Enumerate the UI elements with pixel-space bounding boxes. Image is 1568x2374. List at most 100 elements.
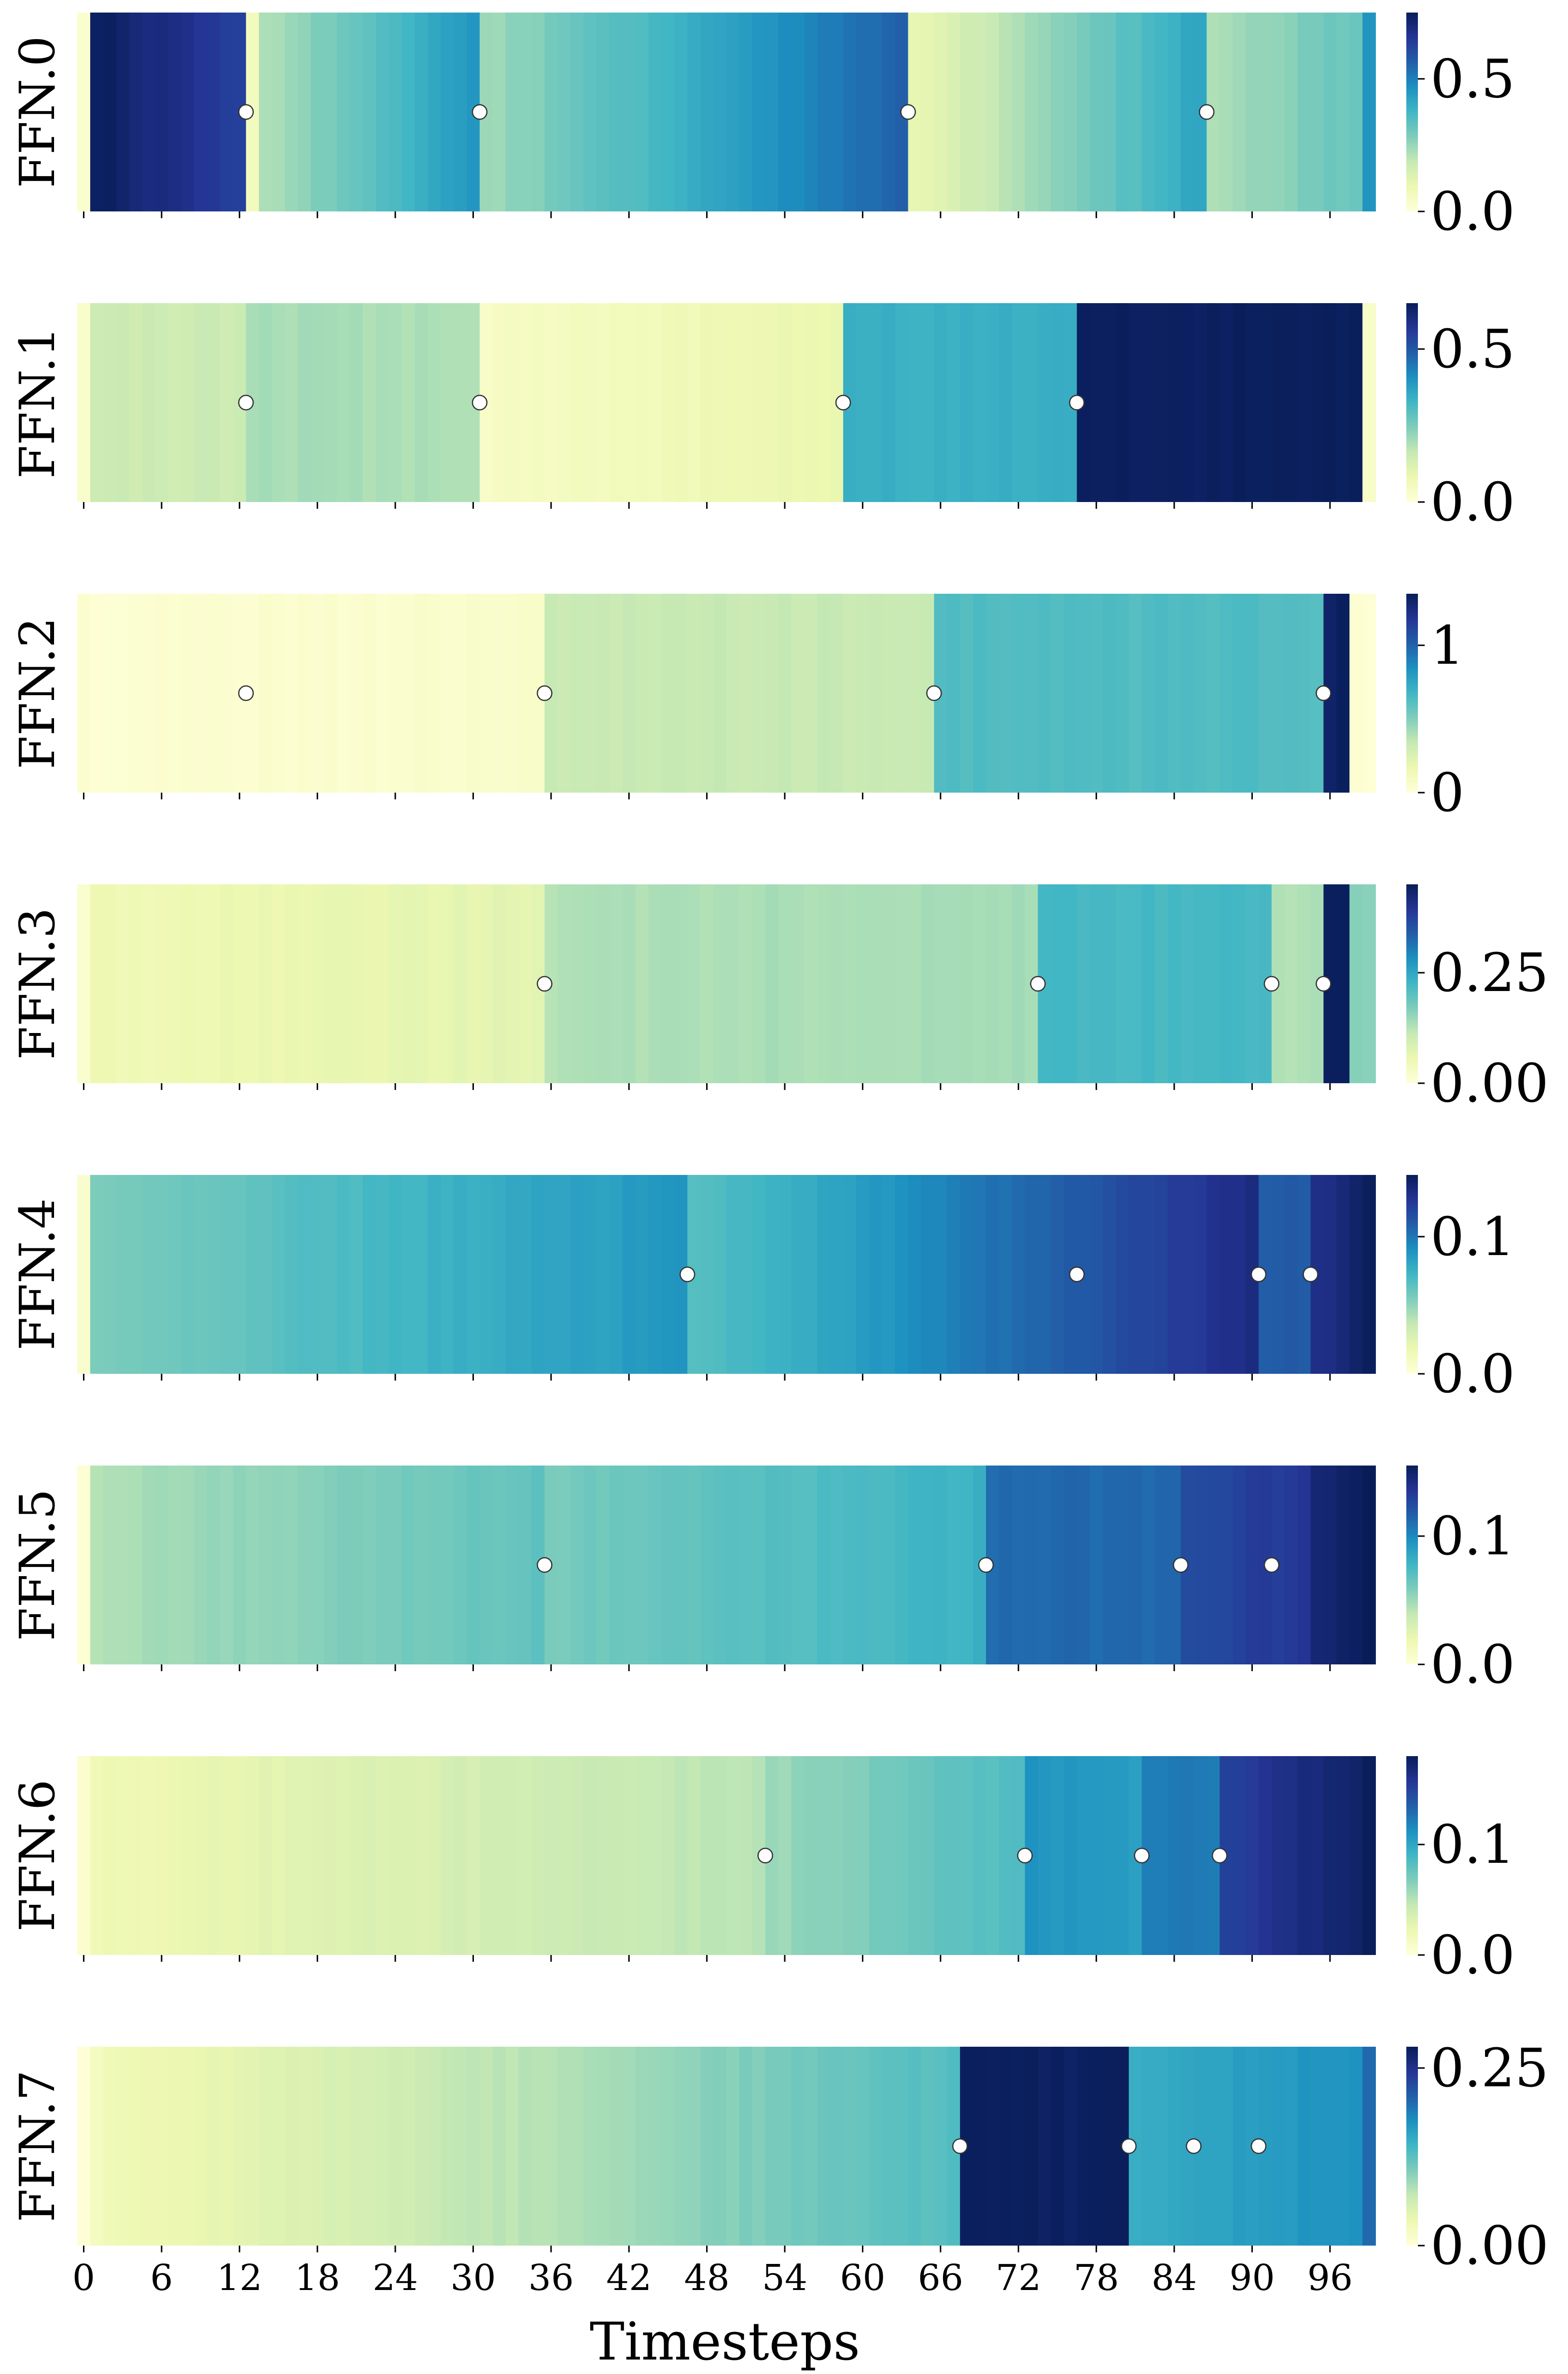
- breakpoint-marker: [1303, 1266, 1318, 1283]
- heatmap-cell: [389, 2047, 402, 2246]
- heatmap-cell: [1233, 303, 1246, 502]
- heatmap-cell: [999, 884, 1013, 1083]
- heatmap-cell: [207, 884, 221, 1083]
- heatmap-row-4: FFN.4 0.0 0.1: [9, 1175, 1515, 1405]
- heatmap-cell: [402, 1466, 416, 1664]
- heatmap-cell: [895, 594, 909, 793]
- heatmap-cell: [272, 884, 286, 1083]
- heatmap-cell: [103, 1175, 117, 1374]
- heatmap-cell: [687, 13, 701, 211]
- heatmap-cell: [362, 594, 376, 793]
- heatmap-cell: [1116, 303, 1129, 502]
- heatmap-cell: [1193, 1466, 1207, 1664]
- heatmap-cell: [194, 1466, 208, 1664]
- heatmap-cell: [505, 1175, 519, 1374]
- heatmap-cell: [597, 884, 610, 1083]
- heatmap-cell: [518, 1175, 532, 1374]
- heatmap-cell: [869, 2047, 883, 2246]
- heatmap-cell: [648, 594, 662, 793]
- heatmap-cell: [1336, 594, 1350, 793]
- heatmap-cell: [1220, 2047, 1233, 2246]
- heatmap-cell: [739, 1175, 753, 1374]
- heatmap-cell: [804, 594, 818, 793]
- heatmap-cell: [1284, 594, 1298, 793]
- heatmap-cell: [1064, 594, 1078, 793]
- heatmap-cell: [648, 2047, 662, 2246]
- heatmap-cell: [597, 1466, 610, 1664]
- x-tick-label: 60: [840, 2257, 885, 2299]
- heatmap-cell: [635, 884, 649, 1083]
- heatmap-cell: [285, 1466, 299, 1664]
- heatmap-cell: [960, 1175, 973, 1374]
- heatmap-cell: [1180, 1756, 1194, 1955]
- heatmap-cell: [298, 303, 312, 502]
- heatmap-cell: [570, 884, 584, 1083]
- heatmap-cell: [1284, 303, 1298, 502]
- heatmap-cell: [233, 2047, 247, 2246]
- breakpoint-marker: [1121, 2138, 1137, 2154]
- heatmap-cell: [1323, 1756, 1337, 1955]
- heatmap-cell: [389, 1175, 402, 1374]
- heatmap-cell: [129, 1756, 143, 1955]
- heatmap-cell: [1090, 2047, 1103, 2246]
- heatmap-cell: [298, 2047, 312, 2246]
- heatmap-cell: [311, 303, 324, 502]
- heatmap-cell: [181, 13, 194, 211]
- heatmap-cell: [1077, 594, 1091, 793]
- heatmap-cell: [324, 594, 337, 793]
- heatmap-cell: [752, 13, 766, 211]
- heatmap-cell: [1103, 884, 1116, 1083]
- heatmap-cell: [1271, 13, 1285, 211]
- heatmap-cell: [597, 594, 610, 793]
- heatmap-cell: [207, 13, 221, 211]
- heatmap-cell: [597, 1756, 610, 1955]
- heatmap-cell: [583, 1175, 597, 1374]
- heatmap-cell: [285, 594, 299, 793]
- heatmap-cell: [259, 884, 273, 1083]
- heatmap-cell: [155, 303, 169, 502]
- heatmap-cell: [428, 13, 442, 211]
- heatmap-cell: [349, 1466, 363, 1664]
- heatmap-cell: [1349, 884, 1363, 1083]
- heatmap-cell: [129, 884, 143, 1083]
- heatmap-cell: [1180, 13, 1194, 211]
- heatmap-cell: [168, 303, 182, 502]
- heatmap-cell: [1233, 1175, 1246, 1374]
- heatmap-cell: [622, 884, 636, 1083]
- heatmap-cell: [635, 1175, 649, 1374]
- heatmap-cell: [505, 594, 519, 793]
- heatmap-cell: [1258, 1756, 1272, 1955]
- heatmap-cell: [700, 13, 714, 211]
- heatmap-cell: [713, 1466, 727, 1664]
- heatmap-cell: [908, 303, 922, 502]
- heatmap-cell: [428, 1756, 442, 1955]
- heatmap-cell: [557, 1466, 571, 1664]
- heatmap-cell: [285, 1175, 299, 1374]
- heatmap-cell: [921, 2047, 935, 2246]
- heatmap-cell: [1271, 1756, 1285, 1955]
- heatmap-cell: [557, 1175, 571, 1374]
- heatmap-cell: [1323, 1175, 1337, 1374]
- heatmap-cell: [77, 2047, 91, 2246]
- x-tick-label: 6: [150, 2257, 173, 2299]
- heatmap-cell: [1323, 2047, 1337, 2246]
- heatmap-cell: [986, 1175, 999, 1374]
- heatmap-cell: [1167, 1175, 1181, 1374]
- heatmap-cell: [1271, 594, 1285, 793]
- heatmap-cell: [934, 303, 948, 502]
- heatmap-cell: [518, 884, 532, 1083]
- heatmap-cell: [869, 1175, 883, 1374]
- heatmap-cell: [492, 594, 506, 793]
- heatmap-cell: [869, 594, 883, 793]
- heatmap-cell: [921, 303, 935, 502]
- row-label: FFN.1: [9, 326, 66, 478]
- heatmap-cell: [1233, 1756, 1246, 1955]
- heatmap-cell: [986, 1756, 999, 1955]
- breakpoint-marker: [1263, 976, 1280, 992]
- heatmap-cell: [726, 1756, 740, 1955]
- heatmap-cell: [713, 13, 727, 211]
- heatmap-row-2: FFN.2 0 1: [9, 594, 1464, 824]
- heatmap-cell: [415, 1175, 429, 1374]
- heatmap-cell: [830, 884, 844, 1083]
- heatmap-cell: [90, 2047, 104, 2246]
